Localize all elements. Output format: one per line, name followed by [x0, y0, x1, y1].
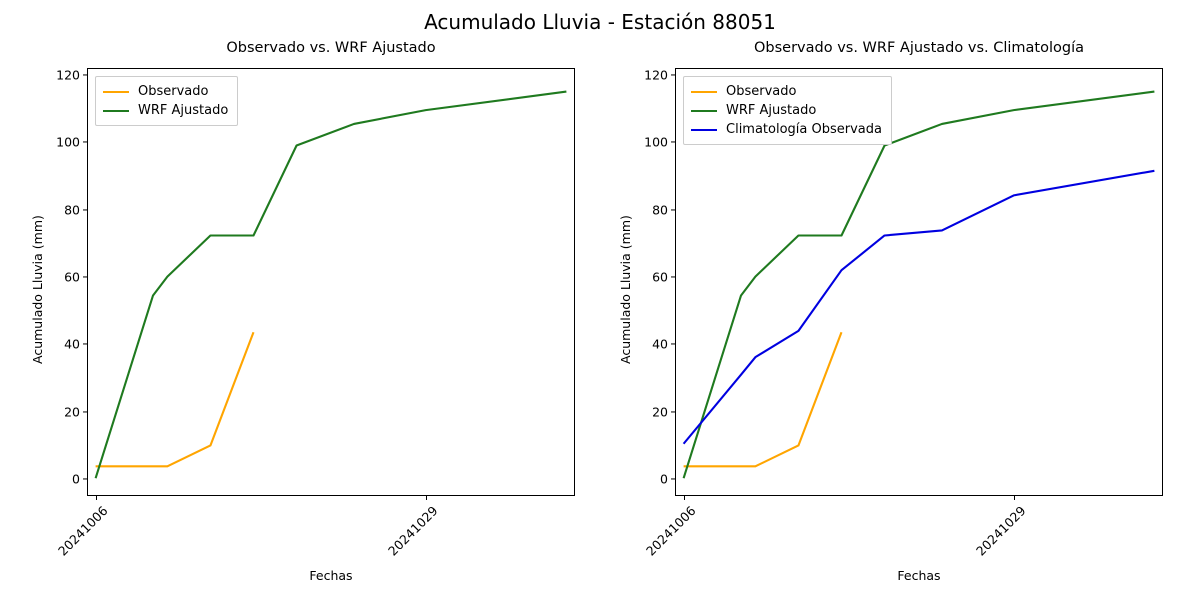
- legend-color-swatch: [691, 109, 717, 112]
- legend-right[interactable]: Observado WRF Ajustado Climatología Observ…: [683, 76, 892, 145]
- y-tick-label: 40: [64, 336, 80, 352]
- legend-color-swatch: [691, 128, 717, 131]
- chart-panel-left: Observado vs. WRF Ajustado Acumulado Llu…: [30, 40, 575, 583]
- legend-label: WRF Ajustado: [138, 103, 229, 118]
- figure-suptitle: Acumulado Lluvia - Estación 88051: [424, 10, 776, 34]
- legend-item[interactable]: Observado: [691, 82, 882, 101]
- x-tick-mark: [683, 496, 685, 500]
- y-tick-label: 20: [652, 404, 668, 420]
- y-tick-label: 120: [644, 67, 668, 83]
- y-tick-mark: [83, 208, 87, 211]
- panel-title-left: Observado vs. WRF Ajustado: [226, 40, 436, 56]
- legend-label: Observado: [138, 84, 209, 99]
- legend-item[interactable]: WRF Ajustado: [103, 101, 228, 120]
- y-axis-label-right: Acumulado Lluvia (mm): [618, 215, 633, 364]
- x-tick-mark: [425, 496, 427, 500]
- y-tick-label: 60: [64, 269, 80, 285]
- x-tick-mark: [95, 496, 97, 500]
- series-line: [94, 90, 567, 479]
- y-tick-mark: [671, 411, 675, 413]
- x-tick-label: 20241029: [972, 503, 1029, 559]
- y-tick-mark: [83, 343, 87, 345]
- legend-left[interactable]: Observado WRF Ajustado: [95, 76, 239, 126]
- legend-label: Climatología Observada: [726, 122, 882, 137]
- x-axis-label-right: Fechas: [897, 568, 941, 583]
- legend-label: Observado: [726, 84, 797, 99]
- y-tick-label: 100: [56, 134, 80, 150]
- series-line: [683, 331, 843, 468]
- legend-color-swatch: [103, 90, 129, 93]
- x-tick-label: 20241029: [384, 503, 441, 559]
- y-tick-mark: [671, 74, 675, 76]
- y-tick-mark: [83, 276, 87, 278]
- legend-item[interactable]: WRF Ajustado: [691, 101, 882, 120]
- series-line: [95, 331, 255, 468]
- legend-label: WRF Ajustado: [726, 103, 817, 118]
- plot-lines-left: [94, 90, 567, 479]
- y-tick-label: 80: [64, 202, 80, 218]
- y-tick-mark: [671, 276, 675, 278]
- y-tick-mark: [83, 141, 87, 143]
- x-tick-mark: [1013, 496, 1015, 500]
- y-tick-label: 80: [652, 202, 668, 218]
- y-axis-label-left: Acumulado Lluvia (mm): [30, 215, 45, 364]
- x-tick-label: 20241006: [54, 503, 111, 559]
- y-tick-mark: [671, 343, 675, 345]
- panel-title-right: Observado vs. WRF Ajustado vs. Climatolo…: [754, 40, 1084, 56]
- y-tick-label: 120: [56, 67, 80, 83]
- plot-lines-right: [682, 90, 1155, 479]
- y-tick-label: 0: [72, 471, 80, 487]
- chart-panel-right: Observado vs. WRF Ajustado vs. Climatolo…: [618, 40, 1163, 583]
- y-tick-mark: [671, 141, 675, 143]
- y-tick-label: 20: [64, 404, 80, 420]
- x-axis-label-left: Fechas: [309, 568, 353, 583]
- y-tick-mark: [671, 478, 675, 480]
- y-tick-mark: [83, 74, 87, 76]
- y-tick-label: 60: [652, 269, 668, 285]
- legend-color-swatch: [103, 109, 129, 112]
- legend-item[interactable]: Observado: [103, 82, 228, 101]
- y-tick-mark: [671, 208, 675, 211]
- x-tick-label: 20241006: [642, 503, 699, 559]
- axes-frame-left: [87, 68, 575, 496]
- y-tick-label: 100: [644, 134, 668, 150]
- y-tick-mark: [83, 478, 87, 480]
- series-line: [682, 90, 1155, 479]
- legend-color-swatch: [691, 90, 717, 93]
- y-tick-label: 40: [652, 336, 668, 352]
- y-tick-mark: [83, 411, 87, 413]
- series-line: [682, 169, 1155, 445]
- legend-item[interactable]: Climatología Observada: [691, 120, 882, 139]
- y-tick-label: 0: [660, 471, 668, 487]
